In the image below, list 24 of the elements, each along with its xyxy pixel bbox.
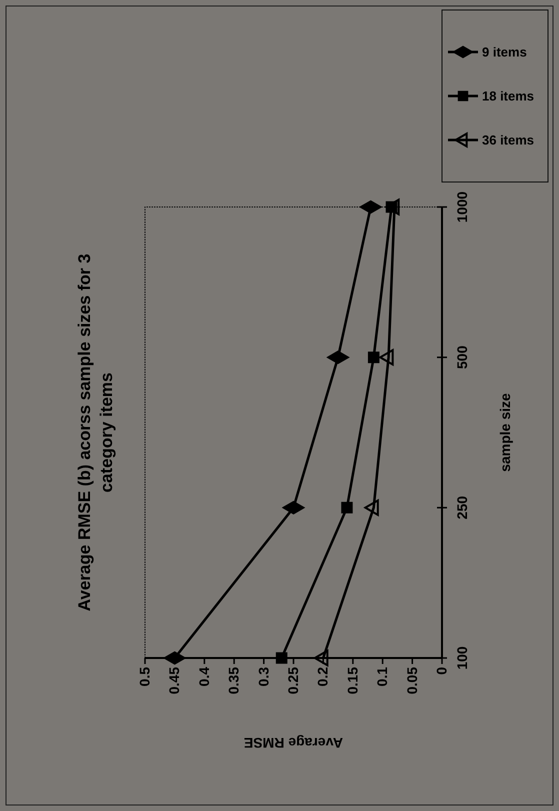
x-tick-label: 0.2	[314, 666, 331, 686]
x-tick-label: 0.25	[284, 666, 301, 694]
x-tick-label: 0	[433, 666, 450, 675]
legend-label: 36 items	[482, 132, 534, 148]
point	[341, 502, 353, 514]
x-tick-label: 0.45	[166, 666, 182, 694]
y-tick-label: 1000	[454, 191, 470, 223]
point	[276, 652, 288, 664]
x-tick-label: 0.3	[255, 666, 272, 686]
legend-label: 18 items	[482, 88, 534, 104]
x-tick-label: 0.15	[344, 666, 360, 694]
x-tick-label: 0.4	[196, 666, 212, 686]
x-tick-label: 0.1	[374, 666, 390, 686]
point	[368, 352, 380, 364]
x-axis-title: Average RMSE	[244, 735, 344, 751]
text: Average RMSE (b) acorss sample sizes for 3 category items	[75, 254, 116, 612]
y-axis-title: sample size	[497, 392, 513, 472]
x-tick-label: 0.5	[136, 666, 152, 686]
x-tick-label: 0.35	[226, 666, 242, 694]
y-tick-label: 250	[454, 496, 470, 520]
y-tick-label: 500	[454, 345, 470, 370]
y-tick-label: 100	[454, 646, 470, 670]
x-tick-label: 0.05	[404, 666, 420, 694]
legend-label: 9 items	[482, 44, 527, 60]
